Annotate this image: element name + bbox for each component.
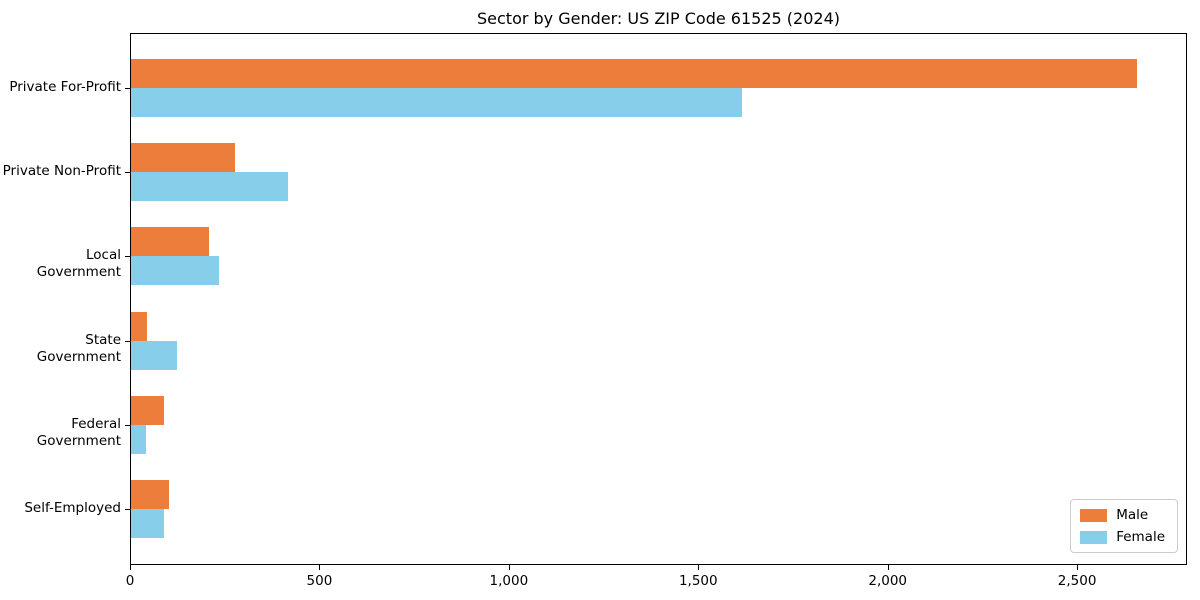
x-tick-label: 1,500	[678, 573, 718, 589]
bar-male-6	[131, 480, 169, 509]
x-tick-label: 2,500	[1057, 573, 1097, 589]
x-tick-mark	[319, 565, 321, 570]
x-tick-mark	[887, 565, 889, 570]
x-tick-mark	[508, 565, 510, 570]
bar-female-4	[131, 340, 177, 370]
legend-entry-male: Male	[1080, 507, 1165, 523]
legend-label-female: Female	[1116, 529, 1165, 545]
chart-title: Sector by Gender: US ZIP Code 61525 (202…	[477, 9, 840, 28]
x-tick-mark	[1077, 565, 1079, 570]
bar-male-2	[131, 143, 235, 173]
bar-male-1	[131, 59, 1137, 88]
legend: Male Female	[1070, 499, 1178, 553]
y-tick-label: Self-Employed	[24, 500, 121, 516]
y-tick-label: Private Non-Profit	[2, 163, 121, 180]
bar-female-6	[131, 509, 164, 538]
y-tick-label: Private For-Profit	[9, 79, 121, 95]
y-tick-label: State Government	[36, 331, 121, 365]
bar-female-5	[131, 424, 146, 454]
y-tick-label: Federal Government	[36, 415, 121, 449]
y-tick-mark	[125, 509, 130, 510]
x-tick-label: 1,000	[489, 573, 529, 589]
y-tick-mark	[125, 424, 130, 426]
plot-area	[130, 33, 1187, 565]
x-tick-label: 500	[306, 573, 333, 589]
y-tick-mark	[125, 88, 130, 89]
y-tick-label: Local Government	[36, 247, 121, 281]
legend-entry-female: Female	[1080, 529, 1165, 545]
y-tick-mark	[125, 256, 130, 258]
bar-female-2	[131, 172, 288, 202]
y-tick-mark	[125, 340, 130, 342]
legend-label-male: Male	[1116, 507, 1149, 523]
x-tick-mark	[698, 565, 700, 570]
bar-female-3	[131, 256, 219, 286]
bar-male-4	[131, 311, 147, 341]
legend-swatch-male	[1080, 508, 1108, 522]
x-tick-mark	[130, 565, 131, 570]
bar-female-1	[131, 88, 742, 117]
bar-male-5	[131, 395, 164, 425]
legend-swatch-female	[1080, 530, 1108, 544]
y-tick-mark	[125, 172, 130, 174]
bar-male-3	[131, 227, 209, 257]
x-tick-label: 2,000	[868, 573, 908, 589]
x-tick-label: 0	[125, 573, 135, 589]
